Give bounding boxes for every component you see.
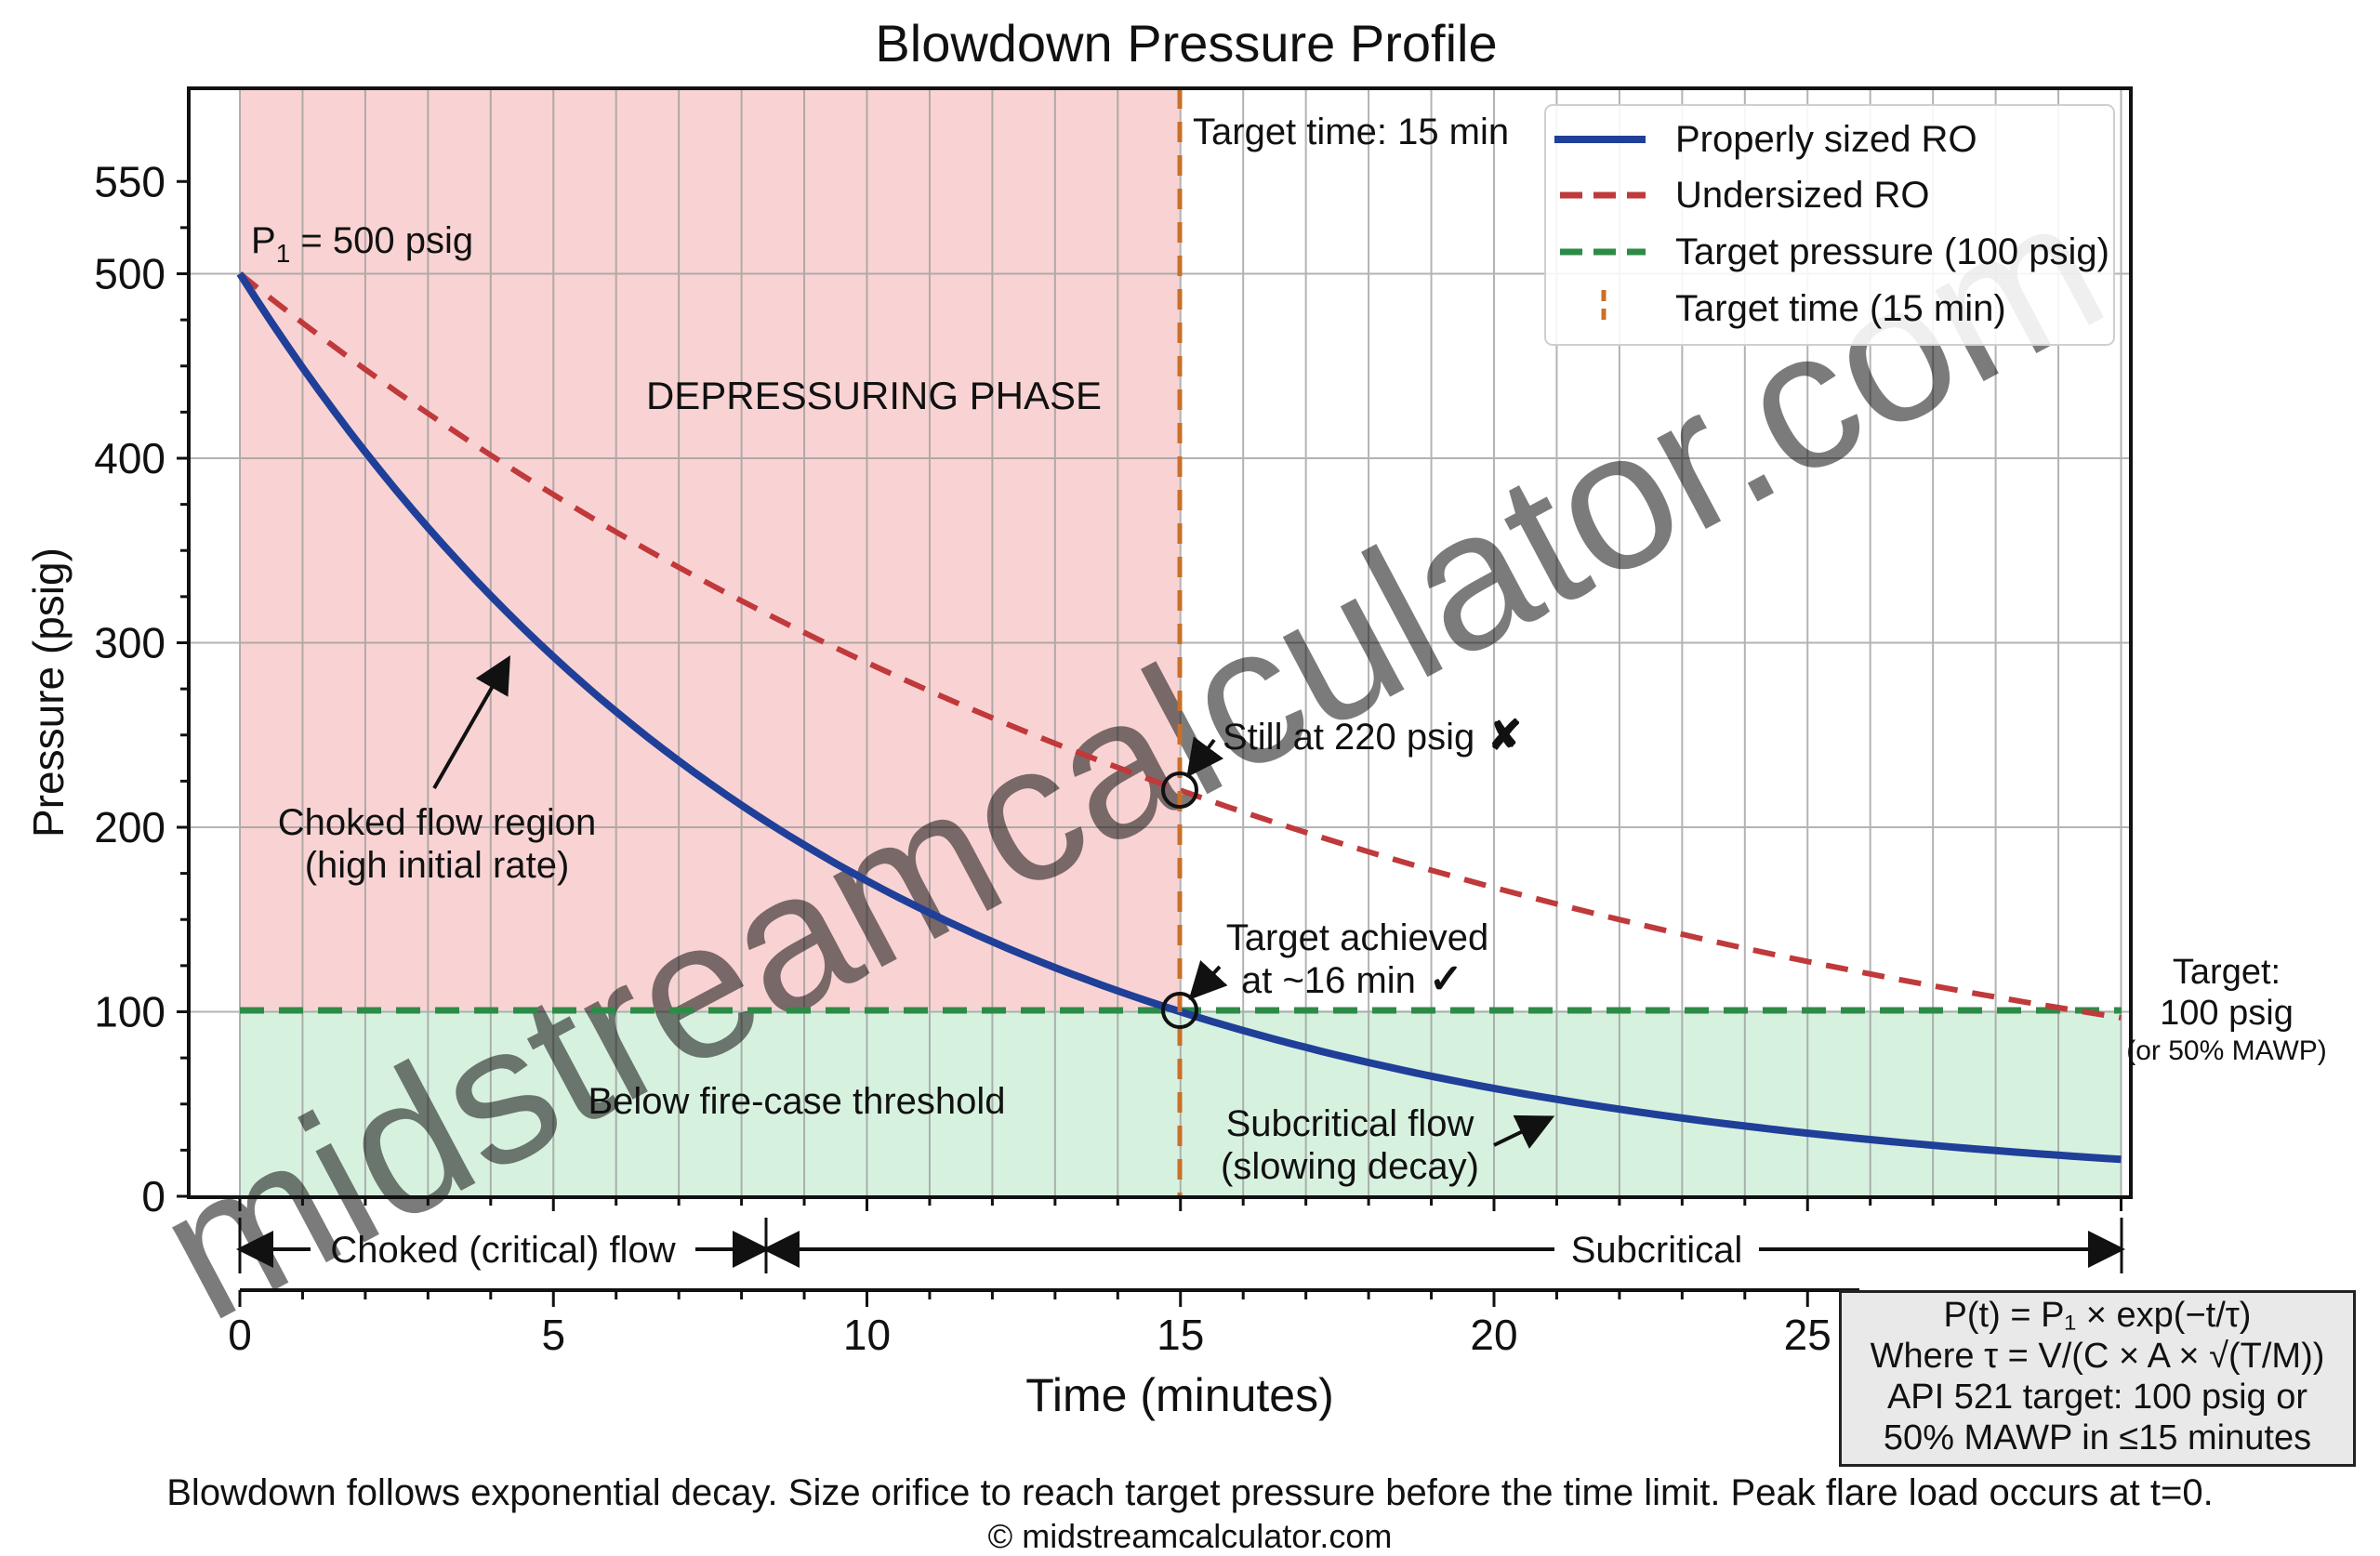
undersized-ro-curve xyxy=(238,271,2122,1021)
still-220-arrow xyxy=(1186,736,1224,778)
target-achieved-label-1: Target achieved xyxy=(1226,917,1488,958)
formula-line-3: API 521 target: 100 psig or xyxy=(1886,1378,2308,1417)
below-threshold-label: Below fire-case threshold xyxy=(588,1081,1005,1122)
legend-label-target-time: Target time (15 min) xyxy=(1675,288,2006,329)
target-achieved-label-2: at ~16 min ✓ xyxy=(1241,956,1463,1002)
target-right-label-3: (or 50% MAWP) xyxy=(2126,1035,2327,1066)
choked-region-arrow xyxy=(432,655,510,789)
chart-title: Blowdown Pressure Profile xyxy=(875,14,1497,73)
formula-line-4: 50% MAWP in ≤15 minutes xyxy=(1883,1418,2312,1457)
caption: Blowdown follows exponential decay. Size… xyxy=(166,1472,2214,1513)
choked-region-label-1: Choked flow region xyxy=(278,802,596,843)
svg-text:400: 400 xyxy=(94,434,165,482)
subcritical-span-label: Subcritical xyxy=(1571,1230,1743,1271)
x-axis-minor-ticks xyxy=(238,1196,2122,1211)
legend-label-undersized: Undersized RO xyxy=(1675,175,1929,216)
x-axis-label: Time (minutes) xyxy=(1025,1369,1334,1421)
subcritical-flow-label-2: (slowing decay) xyxy=(1221,1146,1479,1187)
target-time-label: Target time: 15 min xyxy=(1193,112,1509,152)
choked-region-label-2: (high initial rate) xyxy=(305,845,570,886)
svg-text:300: 300 xyxy=(94,619,165,667)
legend-label-properly-sized: Properly sized RO xyxy=(1675,119,1977,160)
subcritical-flow-arrow xyxy=(1493,1114,1555,1149)
formula-box: P(t) = P₁ × exp(−t/τ) Where τ = V/(C × A… xyxy=(1839,1290,2356,1467)
still-220-label: Still at 220 psig ✘ xyxy=(1223,713,1522,758)
svg-text:200: 200 xyxy=(94,803,165,851)
svg-text:10: 10 xyxy=(843,1311,891,1359)
target-right-label-1: Target: xyxy=(2173,953,2281,992)
y-axis: 0 100 200 300 400 500 550 xyxy=(94,157,189,1220)
svg-text:0: 0 xyxy=(228,1311,252,1359)
flow-regime-spans: Choked (critical) flow Subcritical xyxy=(236,1218,2125,1273)
svg-text:0: 0 xyxy=(141,1172,165,1220)
marker-220-psig xyxy=(1161,771,1198,809)
legend-label-target-pressure: Target pressure (100 psig) xyxy=(1675,231,2109,272)
legend: Properly sized RO Undersized RO Target p… xyxy=(1544,104,2115,346)
svg-text:500: 500 xyxy=(94,250,165,298)
target-achieved-arrow xyxy=(1188,959,1228,1000)
subcritical-flow-label-1: Subcritical flow xyxy=(1226,1103,1474,1144)
svg-text:5: 5 xyxy=(541,1311,565,1359)
x-axis: 0 5 10 15 20 25 xyxy=(228,1290,1872,1359)
svg-text:20: 20 xyxy=(1470,1311,1517,1359)
y-axis-label: Pressure (psig) xyxy=(24,547,73,837)
formula-line-1: P(t) = P₁ × exp(−t/τ) xyxy=(1943,1296,2252,1335)
legend-box xyxy=(1544,104,2115,346)
marker-100-psig xyxy=(1161,992,1198,1029)
choked-span-label: Choked (critical) flow xyxy=(330,1230,675,1271)
formula-line-2: Where τ = V/(C × A × √(T/M)) xyxy=(1870,1337,2325,1376)
svg-text:25: 25 xyxy=(1784,1311,1831,1359)
svg-text:15: 15 xyxy=(1157,1311,1204,1359)
depressuring-region xyxy=(240,88,1180,1010)
svg-text:550: 550 xyxy=(94,157,165,205)
p1-label: P1 = 500 psig xyxy=(251,220,473,268)
depressuring-phase-label: DEPRESSURING PHASE xyxy=(646,374,1102,417)
target-right-label-2: 100 psig xyxy=(2160,994,2294,1033)
svg-text:100: 100 xyxy=(94,988,165,1036)
copyright: © midstreamcalculator.com xyxy=(987,1517,1393,1555)
